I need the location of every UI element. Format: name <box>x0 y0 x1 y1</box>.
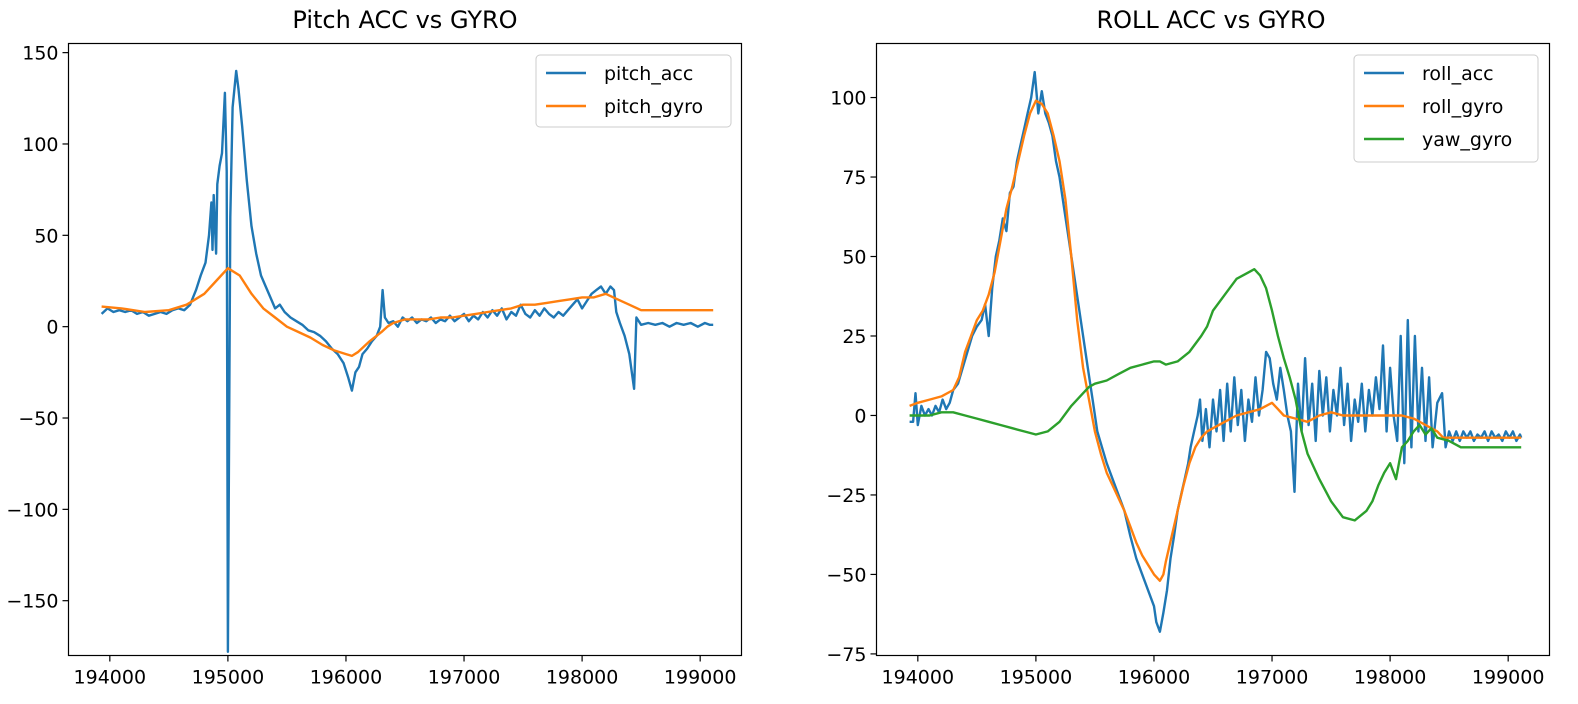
pitch-x-tick-label: 194000 <box>74 667 147 689</box>
roll-legend: roll_acc roll_gyro yaw_gyro <box>1353 54 1539 163</box>
roll-y-tick-label: 50 <box>842 247 866 269</box>
roll-plot-area <box>875 42 1551 657</box>
roll-legend-box <box>1353 54 1539 163</box>
pitch-series-pitch-acc <box>100 69 714 653</box>
pitch-series-layer <box>100 69 714 653</box>
roll-y-tick-label: 25 <box>842 326 866 348</box>
roll-y-tick-label: −75 <box>826 644 866 666</box>
roll-y-tick-label: −50 <box>826 564 866 586</box>
pitch-legend: pitch_acc pitch_gyro <box>535 54 732 128</box>
pitch-y-tick-label: 50 <box>34 225 58 247</box>
pitch-x-axis: 194000 195000 196000 197000 198000 199000 <box>74 655 737 689</box>
roll-legend-label-yaw-gyro: yaw_gyro <box>1422 129 1512 151</box>
roll-y-tick-label: 100 <box>830 88 866 110</box>
pitch-x-tick-label: 197000 <box>428 667 501 689</box>
roll-x-tick-label: 196000 <box>1118 667 1191 689</box>
pitch-legend-label-pitch-gyro: pitch_gyro <box>604 96 703 118</box>
pitch-plot-area <box>67 42 743 657</box>
roll-y-axis: −75 −50 −25 0 25 50 75 100 <box>826 88 877 666</box>
roll-series-roll-gyro <box>909 99 1522 582</box>
pitch-y-tick-label: −100 <box>6 499 58 521</box>
roll-x-tick-label: 194000 <box>882 667 955 689</box>
pitch-y-tick-label: −150 <box>6 591 58 613</box>
roll-x-axis: 194000 195000 196000 197000 198000 199000 <box>882 655 1545 689</box>
roll-legend-label-roll-acc: roll_acc <box>1422 63 1494 85</box>
roll-x-tick-label: 197000 <box>1236 667 1309 689</box>
roll-chart: ROLL ACC vs GYRO 194000 195000 196000 19700… <box>826 6 1551 689</box>
pitch-x-tick-label: 195000 <box>192 667 265 689</box>
roll-y-tick-label: 0 <box>854 405 866 427</box>
roll-chart-title: ROLL ACC vs GYRO <box>1096 6 1325 34</box>
pitch-chart: Pitch ACC vs GYRO 194000 195000 196000 1970… <box>6 6 743 689</box>
pitch-x-tick-label: 199000 <box>664 667 737 689</box>
roll-y-tick-label: 75 <box>842 167 866 189</box>
pitch-y-tick-label: 0 <box>46 317 58 339</box>
pitch-series-pitch-gyro <box>101 267 714 358</box>
roll-x-tick-label: 199000 <box>1472 667 1545 689</box>
roll-legend-label-roll-gyro: roll_gyro <box>1422 96 1503 118</box>
pitch-x-tick-label: 198000 <box>546 667 619 689</box>
roll-y-tick-label: −25 <box>826 485 866 507</box>
pitch-y-tick-label: −50 <box>18 408 58 430</box>
pitch-y-tick-label: 150 <box>22 43 58 65</box>
pitch-y-tick-label: 100 <box>22 134 58 156</box>
pitch-x-tick-label: 196000 <box>310 667 383 689</box>
pitch-y-axis: −150 −100 −50 0 50 100 150 <box>6 43 69 613</box>
pitch-legend-label-pitch-acc: pitch_acc <box>604 63 693 85</box>
roll-x-tick-label: 195000 <box>1000 667 1073 689</box>
pitch-chart-title: Pitch ACC vs GYRO <box>292 6 517 34</box>
roll-series-yaw-gyro <box>909 268 1522 522</box>
roll-series-layer <box>909 70 1523 633</box>
roll-x-tick-label: 198000 <box>1354 667 1427 689</box>
